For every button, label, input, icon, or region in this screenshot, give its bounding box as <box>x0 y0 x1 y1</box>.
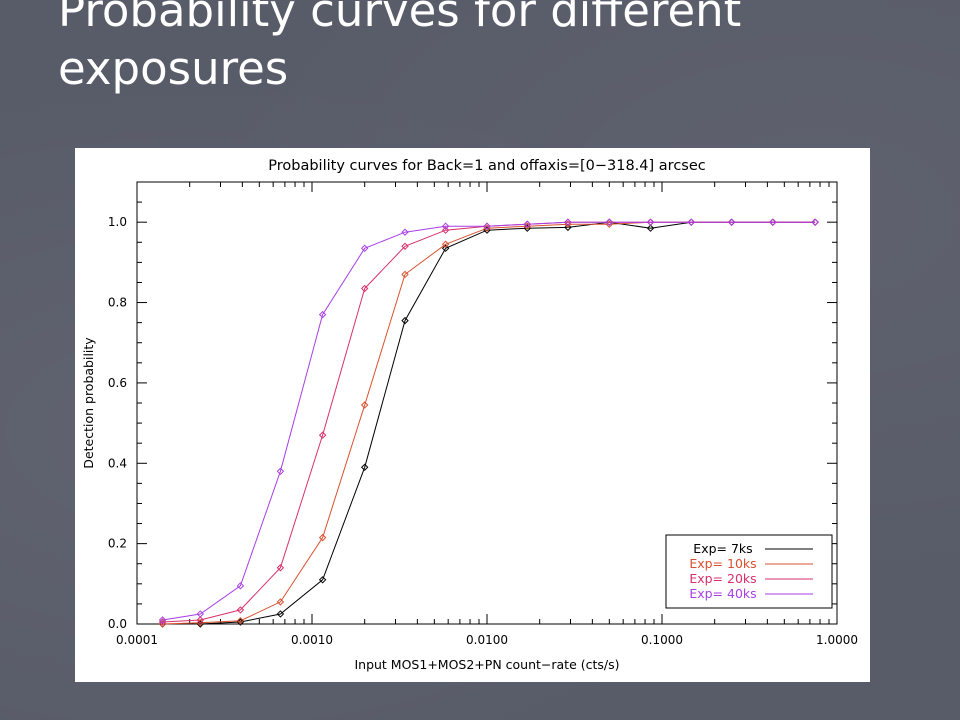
y-axis-label: Detection probability <box>81 337 96 469</box>
data-point <box>236 582 245 590</box>
data-point <box>196 616 205 624</box>
y-tick-label: 0.6 <box>108 376 127 390</box>
y-tick-label: 0.8 <box>108 296 127 310</box>
data-point <box>276 598 285 606</box>
legend-label: Exp= 40ks <box>689 586 756 601</box>
x-axis-label: Input MOS1+MOS2+PN count−rate (cts/s) <box>354 657 619 672</box>
data-point <box>401 242 409 250</box>
axis-ticks <box>136 182 838 625</box>
x-tick-label: 0.0100 <box>466 633 508 647</box>
data-point <box>605 218 614 226</box>
y-tick-label: 0.4 <box>108 456 127 470</box>
data-point <box>523 220 532 228</box>
data-point <box>769 218 777 226</box>
data-point <box>196 610 205 618</box>
data-point <box>276 610 285 618</box>
data-point <box>360 401 369 409</box>
data-point <box>401 228 409 236</box>
data-point <box>727 218 736 226</box>
data-point <box>360 284 369 293</box>
data-point <box>318 431 327 439</box>
chart-title: Probability curves for Back=1 and offaxi… <box>268 158 706 174</box>
x-tick-label: 0.0001 <box>116 633 158 647</box>
data-point <box>401 270 409 279</box>
chart-panel: Probability curves for Back=1 and offaxi… <box>75 148 870 682</box>
x-tick-label: 1.0000 <box>816 633 858 647</box>
legend-box <box>665 534 833 609</box>
legend-label: Exp= 20ks <box>689 571 756 586</box>
series-line-3 <box>162 221 816 621</box>
y-tick-label: 0.2 <box>108 537 127 551</box>
data-point <box>318 533 327 542</box>
data-point <box>483 222 491 230</box>
slide-title: Probability curves for different exposur… <box>58 0 742 95</box>
data-point <box>811 218 819 226</box>
series-markers <box>158 218 819 628</box>
data-point <box>441 222 450 230</box>
data-point <box>441 244 450 253</box>
data-point <box>236 618 245 626</box>
data-point <box>564 218 572 226</box>
legend-label: Exp= 7ks <box>693 541 752 556</box>
data-point <box>196 620 205 628</box>
data-point <box>441 240 450 248</box>
x-tick-label: 0.0010 <box>291 633 333 647</box>
chart-svg: Probability curves for Back=1 and offaxi… <box>81 158 858 672</box>
legend-label: Exp= 10ks <box>689 556 756 571</box>
data-point <box>646 218 655 226</box>
data-point <box>646 224 655 232</box>
data-point <box>687 218 695 226</box>
y-tick-label: 0.0 <box>108 617 127 631</box>
data-point <box>360 463 369 471</box>
data-point <box>276 467 285 476</box>
tick-labels: 0.0001 0.0010 0.0100 0.1000 1.0000 0.0 0.2 0.4 0… <box>108 215 858 647</box>
data-point <box>236 617 245 625</box>
series-lines <box>162 221 816 625</box>
data-point <box>158 616 167 624</box>
data-point <box>318 576 327 584</box>
data-point <box>564 223 572 232</box>
data-point <box>276 564 285 572</box>
data-point <box>196 619 205 627</box>
data-point <box>236 606 245 614</box>
data-point <box>360 244 369 253</box>
data-point <box>441 226 450 234</box>
x-tick-label: 0.1000 <box>641 633 683 647</box>
data-point <box>318 310 327 319</box>
y-tick-label: 1.0 <box>108 215 127 229</box>
data-point <box>401 316 409 325</box>
